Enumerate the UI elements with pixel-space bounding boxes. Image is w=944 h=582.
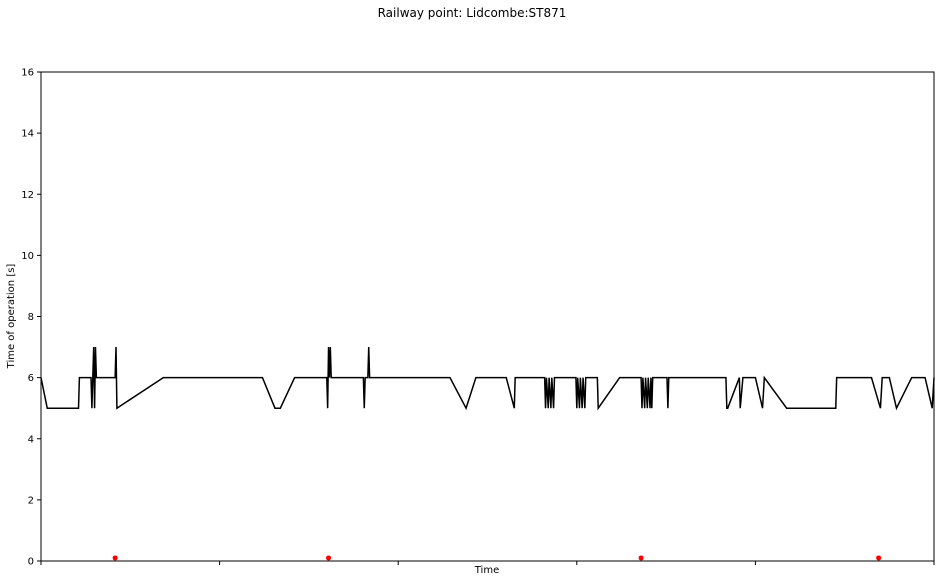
y-axis-ticks: 0 2 4 6 8 10 12 14 16 bbox=[21, 68, 41, 568]
event-marker bbox=[112, 555, 118, 561]
chart-title: Railway point: Lidcombe:ST871 bbox=[378, 6, 567, 20]
y-tick-label: 8 bbox=[28, 312, 34, 323]
event-marker bbox=[326, 555, 332, 561]
x-axis-ticks bbox=[40, 561, 935, 565]
y-tick-label: 14 bbox=[21, 129, 34, 140]
event-marker bbox=[876, 555, 882, 561]
y-tick-label: 10 bbox=[21, 251, 34, 262]
x-axis-label: Time bbox=[474, 565, 499, 576]
event-marker bbox=[638, 555, 644, 561]
y-tick-label: 6 bbox=[28, 373, 34, 384]
y-tick-label: 16 bbox=[21, 68, 34, 79]
y-axis-label: Time of operation [s] bbox=[6, 264, 17, 370]
y-tick-label: 4 bbox=[28, 434, 34, 445]
y-tick-label: 2 bbox=[28, 495, 34, 506]
plot-area-frame bbox=[40, 71, 935, 562]
operation-time-line bbox=[40, 347, 935, 411]
y-tick-label: 12 bbox=[21, 190, 34, 201]
y-tick-label: 0 bbox=[28, 557, 34, 568]
series-layer bbox=[40, 347, 935, 561]
